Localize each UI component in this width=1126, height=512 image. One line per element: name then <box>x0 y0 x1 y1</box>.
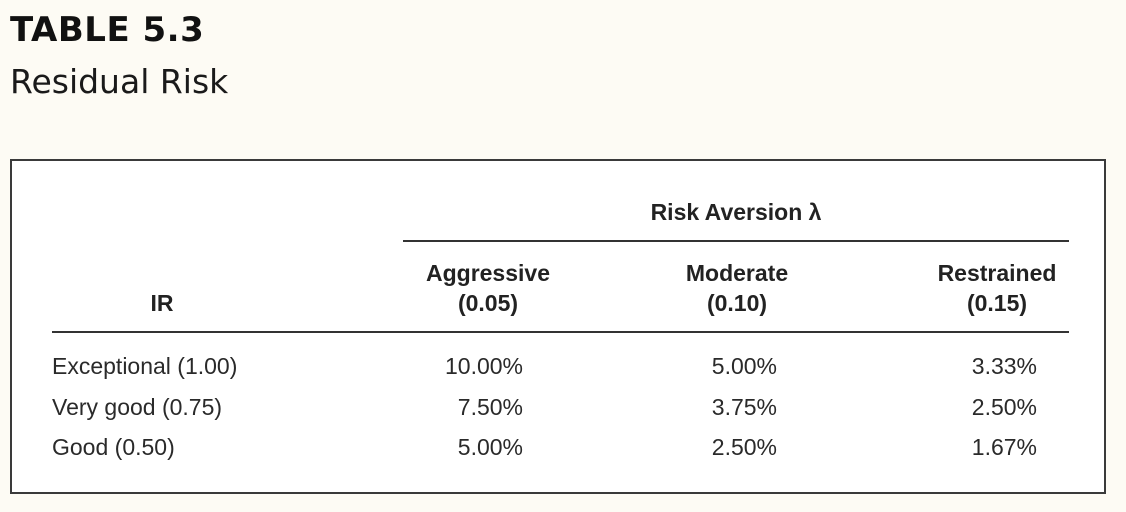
cell-aggressive: 7.50% <box>457 394 523 420</box>
column-header-moderate: Moderate (0.10) <box>652 258 822 318</box>
cell-restrained: 2.50% <box>971 394 1037 420</box>
table-number: TABLE 5.3 <box>10 10 205 50</box>
table-row: Good (0.50) 5.00% 2.50% 1.67% <box>12 427 1104 467</box>
column-header-name: Moderate <box>685 260 789 286</box>
cell-restrained: 3.33% <box>971 353 1037 379</box>
cell-aggressive: 10.00% <box>444 353 523 379</box>
cell-restrained: 1.67% <box>971 434 1037 460</box>
row-label: Very good (0.75) <box>52 394 223 420</box>
risk-aversion-group-header: Risk Aversion λ <box>650 199 822 225</box>
column-header-restrained: Restrained (0.15) <box>912 258 1082 318</box>
table-caption: Residual Risk <box>10 62 229 101</box>
table-row: Very good (0.75) 7.50% 3.75% 2.50% <box>12 387 1104 427</box>
residual-risk-table: Risk Aversion λ IR Aggressive (0.05) Mod… <box>10 159 1106 494</box>
ir-column-header: IR <box>150 290 174 316</box>
table-row: Exceptional (1.00) 10.00% 5.00% 3.33% <box>12 346 1104 386</box>
header-rule <box>52 331 1069 333</box>
cell-aggressive: 5.00% <box>457 434 523 460</box>
column-header-value: (0.10) <box>706 290 768 316</box>
column-header-value: (0.05) <box>457 290 519 316</box>
column-header-name: Restrained <box>937 260 1057 286</box>
group-header-rule <box>403 240 1069 242</box>
column-header-value: (0.15) <box>966 290 1028 316</box>
cell-moderate: 5.00% <box>711 353 777 379</box>
cell-moderate: 2.50% <box>711 434 777 460</box>
row-label: Good (0.50) <box>52 434 175 460</box>
cell-moderate: 3.75% <box>711 394 777 420</box>
row-label: Exceptional (1.00) <box>52 353 238 379</box>
column-header-name: Aggressive <box>425 260 550 286</box>
column-header-aggressive: Aggressive (0.05) <box>403 258 573 318</box>
